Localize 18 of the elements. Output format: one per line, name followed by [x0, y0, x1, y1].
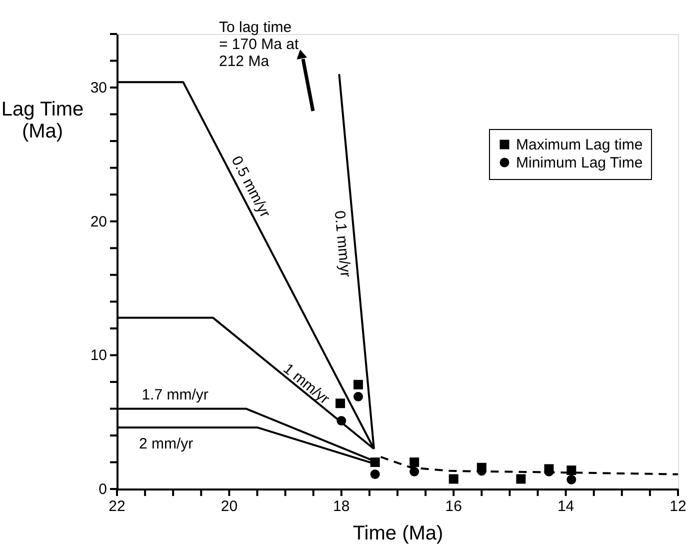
series-label: 1.7 mm/yr: [142, 386, 208, 404]
x-axis-title: Time (Ma): [352, 522, 444, 544]
series-label: 2 mm/yr: [139, 435, 194, 452]
y-axis-title: Lag Time (Ma): [1, 98, 84, 142]
y-tick-label: 10: [90, 347, 107, 364]
legend-label: Minimum Lag Time: [516, 154, 643, 172]
x-tick-label: 14: [557, 498, 574, 515]
annotation: To lag time = 170 Ma at 212 Ma: [219, 19, 300, 70]
x-tick-label: 18: [333, 498, 350, 515]
legend-label: Maximum Lag time: [516, 136, 643, 154]
text: 0.1 mm/yr: [330, 210, 354, 278]
x-tick-label: 22: [108, 498, 126, 515]
y-tick-label: 30: [90, 80, 107, 97]
y-tick-label: 20: [90, 213, 107, 230]
x-tick-label: 16: [445, 498, 462, 515]
y-tick-label: 0: [98, 481, 107, 498]
x-tick-label: 20: [220, 498, 238, 515]
x-tick-label: 12: [670, 498, 686, 515]
